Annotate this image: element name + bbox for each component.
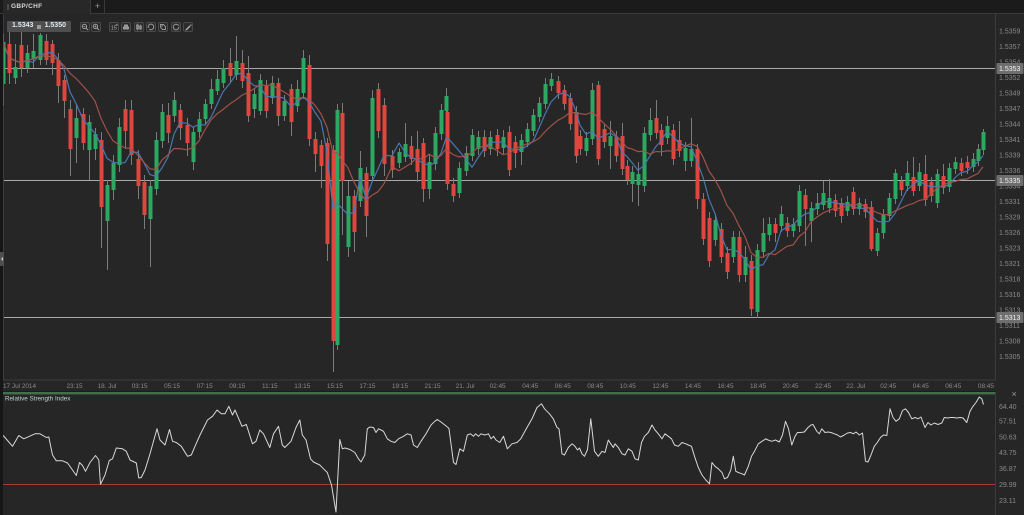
svg-text:1.5359: 1.5359 bbox=[999, 29, 1021, 36]
svg-text:04:45: 04:45 bbox=[913, 383, 929, 390]
svg-text:11:15: 11:15 bbox=[262, 383, 278, 390]
svg-text:43.75: 43.75 bbox=[999, 450, 1017, 457]
svg-text:04:45: 04:45 bbox=[522, 383, 538, 390]
svg-text:1.5357: 1.5357 bbox=[999, 44, 1021, 51]
svg-text:20:45: 20:45 bbox=[783, 383, 799, 390]
svg-text:1.5318: 1.5318 bbox=[999, 277, 1021, 284]
svg-text:1.5326: 1.5326 bbox=[999, 230, 1021, 237]
svg-text:22:45: 22:45 bbox=[815, 383, 831, 390]
svg-text:15:15: 15:15 bbox=[327, 383, 343, 390]
svg-text:03:15: 03:15 bbox=[132, 383, 148, 390]
svg-text:1.5331: 1.5331 bbox=[999, 199, 1021, 206]
svg-text:22. Jul: 22. Jul bbox=[846, 383, 865, 390]
svg-text:09:15: 09:15 bbox=[229, 383, 245, 390]
svg-text:1.5316: 1.5316 bbox=[999, 292, 1021, 299]
svg-text:1.5339: 1.5339 bbox=[999, 153, 1021, 160]
svg-text:06:45: 06:45 bbox=[945, 383, 961, 390]
svg-text:1.5311: 1.5311 bbox=[999, 323, 1020, 330]
svg-text:×: × bbox=[1012, 389, 1017, 399]
svg-text:1.5321: 1.5321 bbox=[999, 261, 1021, 268]
svg-text:Relative Strength Index: Relative Strength Index bbox=[5, 396, 71, 403]
svg-text:02:45: 02:45 bbox=[880, 383, 896, 390]
svg-text:1.5313: 1.5313 bbox=[999, 315, 1021, 322]
svg-text:17:15: 17:15 bbox=[359, 383, 375, 390]
svg-text:1.5347: 1.5347 bbox=[999, 106, 1021, 113]
svg-text:1.5323: 1.5323 bbox=[999, 246, 1021, 253]
svg-text:1.5341: 1.5341 bbox=[999, 137, 1021, 144]
svg-text:1.5353: 1.5353 bbox=[999, 66, 1021, 73]
svg-text:1.5329: 1.5329 bbox=[999, 215, 1021, 222]
svg-text:1.5349: 1.5349 bbox=[999, 91, 1021, 98]
svg-text:21:15: 21:15 bbox=[425, 383, 441, 390]
svg-text:02:45: 02:45 bbox=[490, 383, 506, 390]
svg-text:36.87: 36.87 bbox=[999, 466, 1017, 473]
svg-text:08:45: 08:45 bbox=[587, 383, 603, 390]
svg-text:14:45: 14:45 bbox=[685, 383, 701, 390]
svg-text:18:45: 18:45 bbox=[750, 383, 766, 390]
svg-text:29.99: 29.99 bbox=[999, 482, 1017, 489]
svg-text:07:15: 07:15 bbox=[197, 383, 213, 390]
svg-text:12:45: 12:45 bbox=[652, 383, 668, 390]
svg-text:15: 15 bbox=[111, 25, 117, 31]
svg-text:16:45: 16:45 bbox=[718, 383, 734, 390]
svg-text:50.63: 50.63 bbox=[999, 435, 1017, 442]
svg-text:1.5334: 1.5334 bbox=[999, 184, 1021, 191]
svg-text:1.5352: 1.5352 bbox=[999, 75, 1021, 82]
svg-text:57.51: 57.51 bbox=[999, 419, 1017, 426]
svg-text:17 Jul 2014: 17 Jul 2014 bbox=[3, 383, 36, 390]
svg-text:23:15: 23:15 bbox=[67, 383, 83, 390]
svg-text:1.5308: 1.5308 bbox=[999, 339, 1021, 346]
svg-text:06:45: 06:45 bbox=[555, 383, 571, 390]
svg-text:10:45: 10:45 bbox=[620, 383, 636, 390]
svg-text:1.5313: 1.5313 bbox=[999, 308, 1021, 315]
svg-text:1.5344: 1.5344 bbox=[999, 122, 1021, 129]
svg-text:19:15: 19:15 bbox=[392, 383, 408, 390]
svg-text:64.40: 64.40 bbox=[999, 404, 1017, 411]
svg-text:23.11: 23.11 bbox=[999, 498, 1016, 505]
svg-text:18. Jul: 18. Jul bbox=[98, 383, 117, 390]
svg-text:08:45: 08:45 bbox=[978, 383, 994, 390]
svg-text:1.5335: 1.5335 bbox=[999, 178, 1021, 185]
svg-text:05:15: 05:15 bbox=[164, 383, 180, 390]
svg-text:13:15: 13:15 bbox=[294, 383, 310, 390]
svg-text:1.5305: 1.5305 bbox=[999, 354, 1021, 361]
svg-text:1.5336: 1.5336 bbox=[999, 168, 1021, 175]
svg-text:21. Jul: 21. Jul bbox=[456, 383, 475, 390]
